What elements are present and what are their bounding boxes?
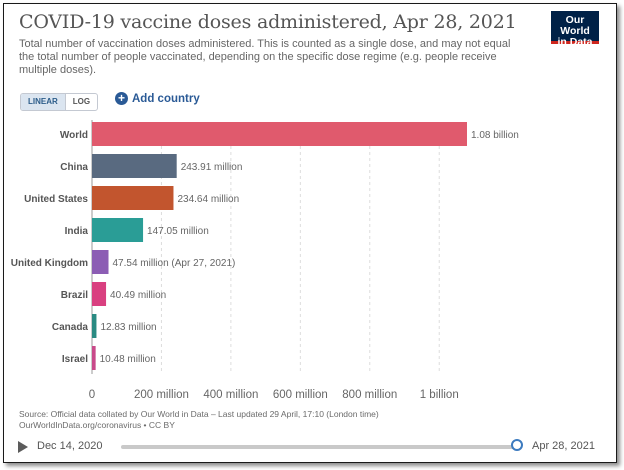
linear-scale-button[interactable]: LINEAR	[21, 94, 65, 110]
x-tick-label: 400 million	[203, 389, 258, 401]
category-label: United Kingdom	[11, 258, 88, 269]
bar	[92, 186, 174, 210]
source-line-1: Source: Official data collated by Our Wo…	[19, 409, 379, 419]
plus-icon: +	[115, 92, 128, 105]
owid-logo[interactable]: Our World in Data	[551, 11, 599, 48]
logo-line-1: Our World	[560, 14, 590, 37]
bar	[92, 154, 177, 178]
x-tick-label: 600 million	[273, 389, 328, 401]
log-scale-button[interactable]: LOG	[64, 94, 97, 110]
logo-line-2: in Data	[557, 36, 593, 48]
source-line-2: OurWorldInData.org/coronavirus • CC BY	[19, 420, 175, 430]
value-label: 40.49 million	[110, 290, 166, 301]
timeline-slider-handle[interactable]	[511, 439, 523, 451]
category-label: United States	[24, 194, 88, 205]
timeline-end-date: Apr 28, 2021	[532, 440, 595, 452]
chart-subtitle: Total number of vaccination doses admini…	[19, 38, 511, 76]
bar	[92, 346, 96, 370]
bar	[92, 218, 144, 242]
category-label: Canada	[52, 322, 89, 333]
timeline-start-date: Dec 14, 2020	[37, 440, 103, 452]
bar-chart: 0 200 million 400 million 600 million 800 mi…	[11, 120, 519, 401]
add-country-button[interactable]: + Add country	[115, 92, 200, 105]
source-note: Source: Official data collated by Our Wo…	[19, 409, 379, 431]
chart-title: COVID-19 vaccine doses administered, Apr…	[19, 11, 517, 33]
value-label: 234.64 million	[177, 194, 239, 205]
category-label: Israel	[62, 354, 88, 365]
value-label: 12.83 million	[100, 322, 156, 333]
add-country-label: Add country	[132, 92, 200, 105]
value-label: 47.54 million (Apr 27, 2021)	[113, 258, 236, 269]
x-tick-label: 1 billion	[420, 389, 459, 401]
value-label: 147.05 million	[147, 226, 209, 237]
bar	[92, 314, 97, 338]
category-label: World	[60, 130, 88, 141]
x-tick-label: 200 million	[134, 389, 189, 401]
value-label: 1.08 billion	[471, 130, 519, 141]
value-label: 243.91 million	[181, 162, 243, 173]
scale-toggle: LINEAR LOG	[20, 93, 99, 111]
bar	[92, 122, 467, 146]
category-label: India	[65, 226, 89, 237]
category-label: China	[60, 162, 88, 173]
timeline: Dec 14, 2020 Apr 28, 2021	[4, 434, 616, 458]
bar	[92, 250, 109, 274]
play-icon[interactable]	[18, 441, 28, 453]
x-tick-label: 0	[89, 389, 95, 401]
bar	[92, 282, 107, 306]
timeline-slider-track[interactable]	[121, 445, 518, 449]
chart-frame: COVID-19 vaccine doses administered, Apr…	[3, 3, 617, 463]
x-tick-label: 800 million	[342, 389, 397, 401]
category-label: Brazil	[61, 290, 88, 301]
value-label: 10.48 million	[100, 354, 156, 365]
